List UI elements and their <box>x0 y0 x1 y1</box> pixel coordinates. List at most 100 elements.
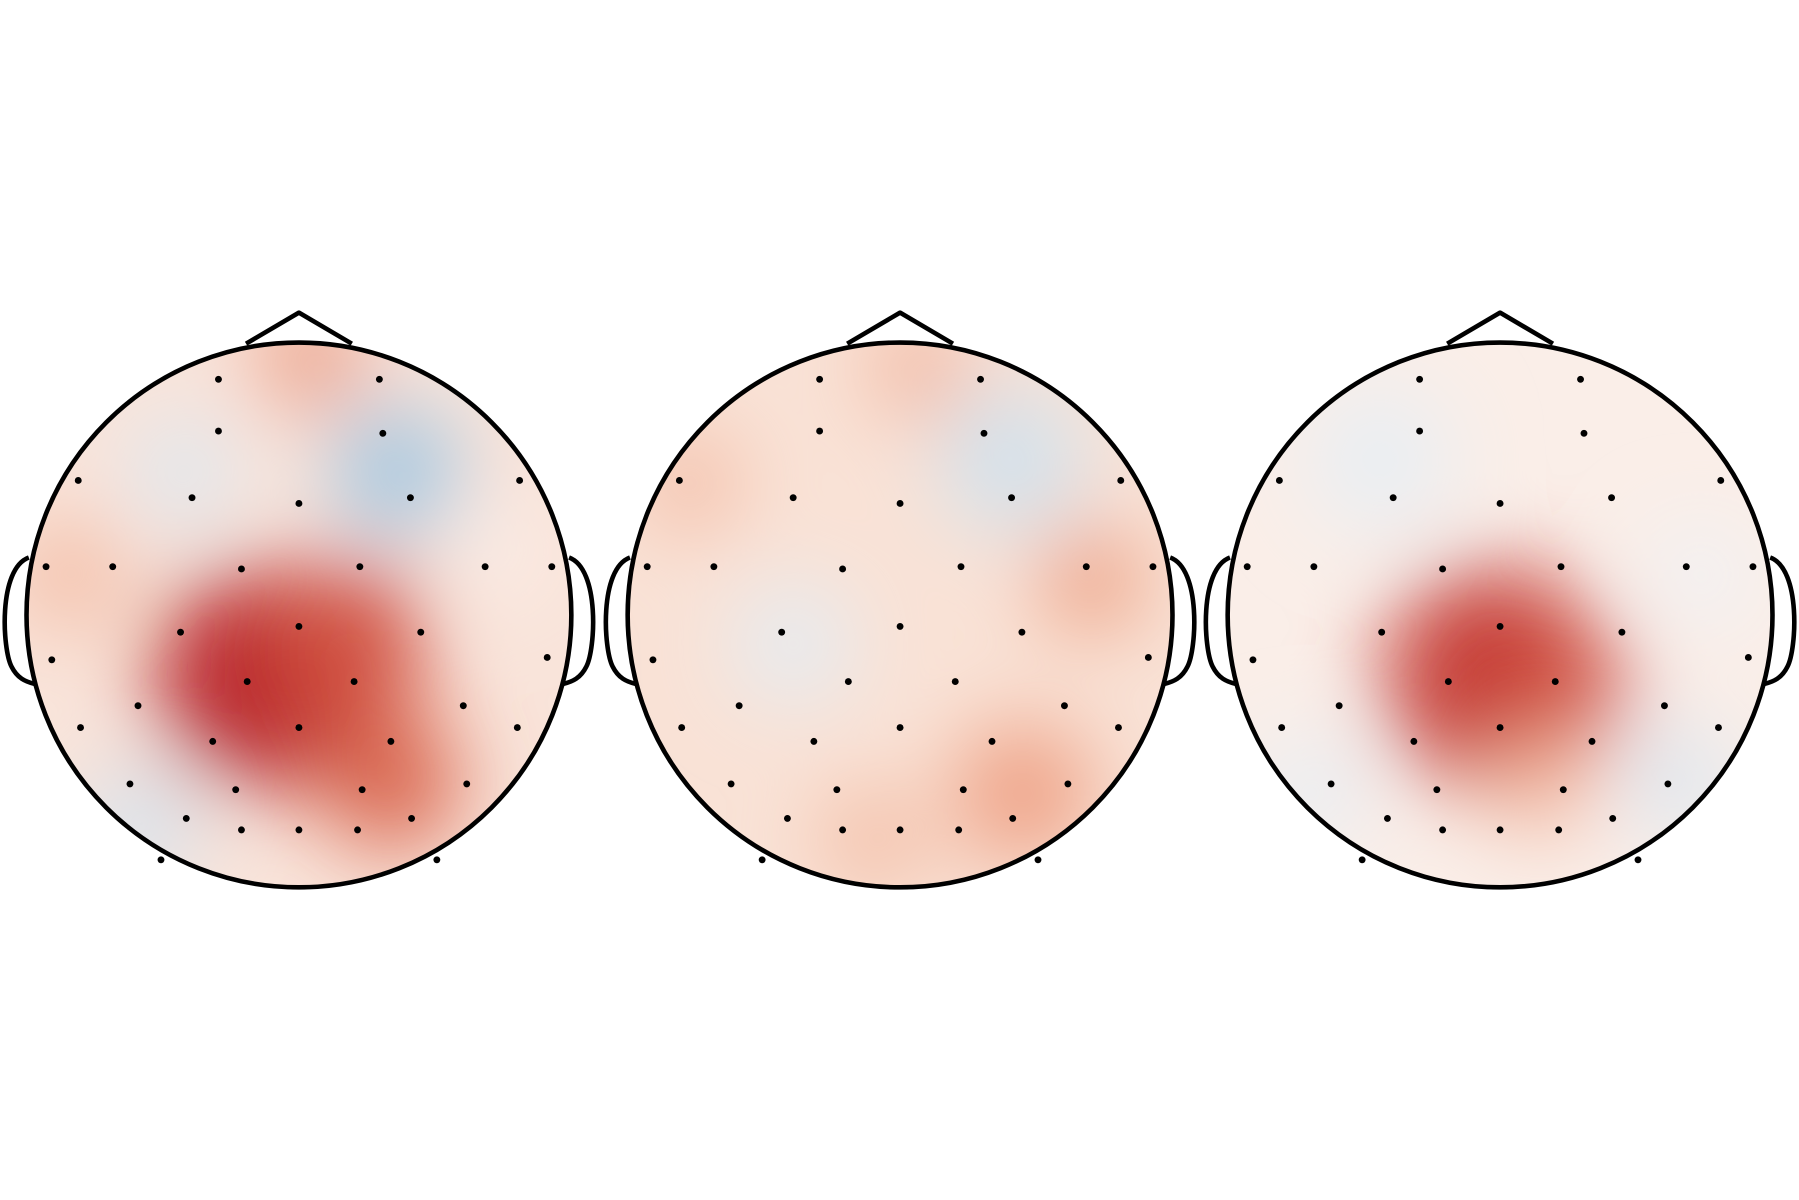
sensor <box>810 737 818 745</box>
nose <box>244 310 353 346</box>
sensor <box>735 702 743 710</box>
field-blob <box>1043 532 1141 629</box>
sensor <box>1608 494 1616 502</box>
sensor <box>1275 477 1283 484</box>
sensor <box>1749 563 1757 571</box>
sensor <box>516 477 524 484</box>
sensor <box>1433 786 1441 794</box>
sensor <box>955 826 963 834</box>
sensor <box>295 622 303 630</box>
left-ear <box>1203 555 1237 687</box>
sensor <box>1008 494 1016 502</box>
sensor <box>48 656 56 664</box>
sensor <box>1496 622 1504 630</box>
sensor <box>727 780 735 788</box>
sensor <box>1249 656 1257 664</box>
field-blob <box>873 342 966 414</box>
sensor <box>157 856 165 864</box>
sensor <box>980 429 988 437</box>
field-blob <box>333 408 460 535</box>
sensor <box>839 826 847 834</box>
head-outline <box>625 340 1175 890</box>
sensor <box>783 814 791 822</box>
sensor <box>1416 427 1424 435</box>
topomap <box>1203 310 1797 890</box>
sensor <box>126 780 134 788</box>
sensor <box>1744 654 1752 661</box>
sensor <box>1618 628 1626 636</box>
sensor <box>1551 678 1559 686</box>
sensor <box>951 678 959 686</box>
sensor <box>417 628 425 636</box>
sensor <box>1060 702 1068 710</box>
field-blob <box>258 342 363 409</box>
sensor <box>957 563 965 571</box>
sensor <box>408 814 416 822</box>
field-blob <box>735 586 851 702</box>
sensor <box>1496 500 1504 507</box>
nose <box>1446 310 1555 346</box>
field-blob <box>264 563 426 725</box>
sensor <box>379 429 387 437</box>
sensor <box>896 724 904 732</box>
sensor <box>1149 563 1157 571</box>
sensor <box>1064 780 1072 788</box>
field-blob <box>1488 729 1593 834</box>
sensor <box>182 814 190 822</box>
sensor <box>1383 814 1391 822</box>
sensor <box>1117 477 1125 484</box>
sensor <box>548 563 556 571</box>
sensor <box>1034 856 1042 864</box>
field-blobs <box>643 342 1141 888</box>
sensor <box>481 563 489 571</box>
sensor <box>177 628 184 636</box>
nose <box>846 310 955 346</box>
sensor <box>1439 826 1447 834</box>
topomap <box>2 310 596 890</box>
sensor <box>816 427 824 435</box>
sensor <box>433 856 441 864</box>
field <box>1227 342 1773 888</box>
sensor <box>232 786 240 794</box>
sensor <box>1082 563 1090 571</box>
sensor <box>463 780 471 788</box>
sensor <box>109 563 117 571</box>
sensor <box>1664 780 1672 788</box>
sensor <box>238 826 245 834</box>
sensor <box>295 826 303 834</box>
sensor <box>1378 628 1386 636</box>
sensor <box>1018 628 1026 636</box>
sensor <box>77 724 84 732</box>
sensor <box>543 654 551 661</box>
left-ear <box>603 555 637 687</box>
sensor <box>1588 737 1596 745</box>
sensor <box>977 375 984 383</box>
sensor <box>1559 786 1567 794</box>
sensor <box>350 678 358 686</box>
field-blob <box>643 436 736 529</box>
sensor <box>896 500 904 507</box>
sensor <box>1496 826 1504 834</box>
field-blobs <box>1258 390 1748 845</box>
sensor <box>1557 563 1565 571</box>
field-blob <box>321 712 460 851</box>
sensor <box>375 375 383 383</box>
sensor <box>896 622 904 630</box>
sensor <box>816 375 824 383</box>
sensor <box>1496 724 1504 732</box>
sensor <box>1682 563 1690 571</box>
field-blob <box>821 787 926 888</box>
field <box>627 342 1173 888</box>
head-outline <box>1225 340 1775 890</box>
sensor <box>1144 654 1152 661</box>
sensor <box>356 563 364 571</box>
sensor <box>215 375 222 383</box>
sensor <box>1660 702 1668 710</box>
sensor <box>354 826 361 834</box>
right-ear <box>1163 555 1197 687</box>
sensor <box>1577 375 1584 383</box>
sensor <box>643 563 651 571</box>
sensor <box>1609 814 1617 822</box>
